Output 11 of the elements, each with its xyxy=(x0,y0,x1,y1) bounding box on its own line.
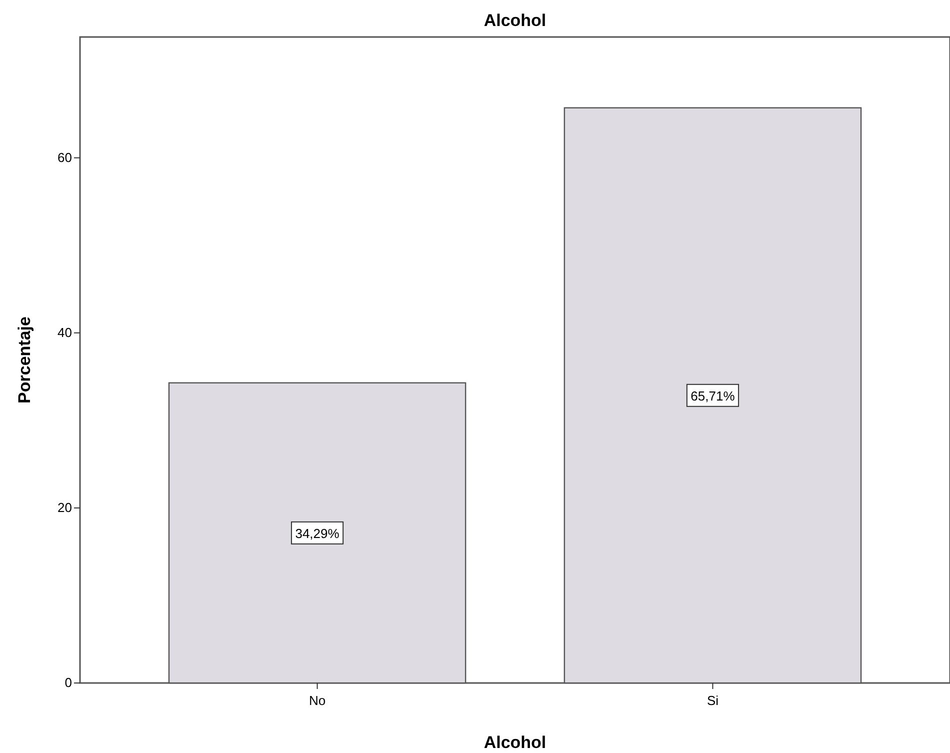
data-label: 34,29% xyxy=(295,526,340,541)
chart-title: Alcohol xyxy=(484,11,546,30)
y-axis-title: Porcentaje xyxy=(15,316,34,404)
x-tick-label: No xyxy=(308,693,326,708)
y-tick-label: 40 xyxy=(58,324,72,340)
x-tick-label: Si xyxy=(706,693,719,708)
y-tick-label: 60 xyxy=(58,150,72,165)
x-axis-title: Alcohol xyxy=(484,733,546,752)
data-label: 65,71% xyxy=(690,388,736,404)
y-tick-label: 20 xyxy=(58,500,72,515)
y-tick-label: 0 xyxy=(64,675,72,690)
